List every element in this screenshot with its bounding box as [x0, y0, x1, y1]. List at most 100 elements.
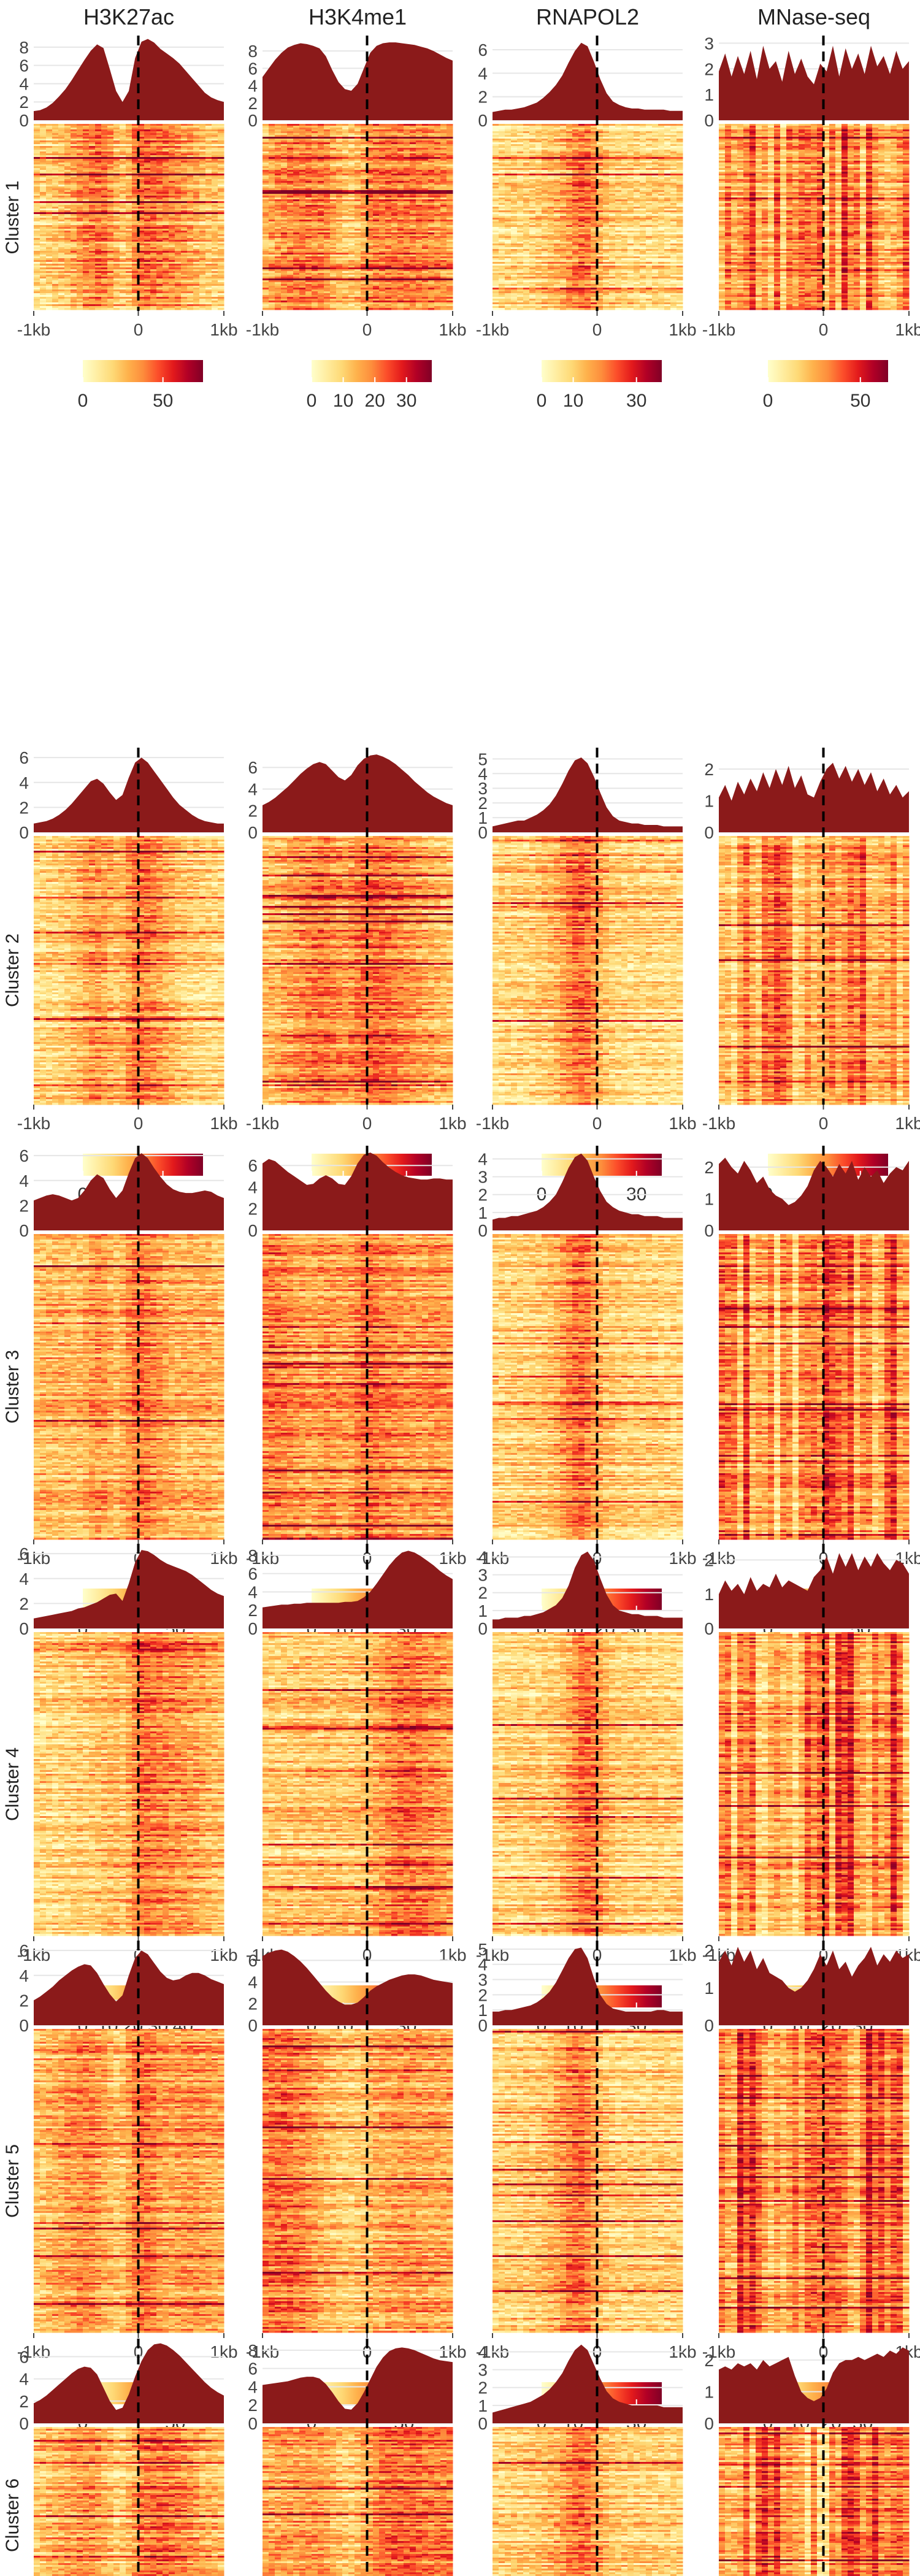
heatmap-cell	[169, 153, 175, 156]
heatmap-cell	[40, 140, 47, 143]
heatmap-cell	[187, 150, 194, 152]
heatmap-cell	[107, 131, 114, 134]
heatmap-cell	[205, 139, 212, 141]
heatmap-cell	[52, 157, 59, 159]
heatmap-cell	[34, 144, 40, 147]
heatmap-cell	[64, 135, 71, 137]
heatmap-cell	[193, 133, 200, 136]
heatmap-cell	[89, 146, 96, 148]
heatmap-cell	[163, 129, 169, 132]
heatmap-cell	[138, 159, 145, 161]
heatmap-cell	[187, 124, 194, 126]
heatmap-cell	[193, 139, 200, 141]
heatmap-cell	[163, 151, 169, 154]
heatmap-cell	[193, 124, 200, 126]
heatmap-cell	[169, 155, 175, 158]
heatmap-cell	[212, 139, 218, 141]
heatmap-cell	[89, 151, 96, 154]
heatmap-cell	[58, 142, 65, 145]
heatmap-cell	[83, 153, 90, 156]
heatmap-cell	[218, 129, 224, 132]
heatmap-cell	[34, 137, 40, 139]
heatmap-cell	[71, 150, 77, 152]
heatmap-cell	[120, 139, 126, 141]
heatmap-cell	[126, 128, 132, 130]
heatmap-cell	[205, 126, 212, 128]
column-header: RNAPOL2	[536, 4, 639, 29]
heatmap-cell	[89, 142, 96, 145]
heatmap-cell	[120, 131, 126, 134]
heatmap-cell	[113, 139, 120, 141]
heatmap-cell	[205, 124, 212, 126]
heatmap-cell	[212, 131, 218, 134]
heatmap-cell	[193, 146, 200, 148]
heatmap-cell	[120, 161, 126, 163]
heatmap-cell	[156, 153, 163, 156]
heatmap-cell	[34, 157, 40, 159]
heatmap-cell	[40, 131, 47, 134]
heatmap-cell	[101, 161, 108, 163]
heatmap-cell	[107, 126, 114, 128]
heatmap-cell	[107, 133, 114, 136]
heatmap-cell	[71, 137, 77, 139]
heatmap-cell	[113, 128, 120, 130]
heatmap-cell	[120, 124, 126, 126]
heatmap-cell	[150, 129, 157, 132]
heatmap-cell	[40, 126, 47, 128]
heatmap-cell	[193, 157, 200, 159]
heatmap-cell	[150, 139, 157, 141]
heatmap-cell	[212, 155, 218, 158]
heatmap-cell	[199, 146, 206, 148]
heatmap-cell	[52, 161, 59, 163]
heatmap-cell	[83, 148, 90, 150]
heatmap-cell	[113, 153, 120, 156]
heatmap-cell	[95, 159, 102, 161]
heatmap-cell	[101, 153, 108, 156]
heatmap-cell	[175, 153, 182, 156]
heatmap-cell	[156, 148, 163, 150]
heatmap-cell	[150, 133, 157, 136]
heatmap-cell	[71, 144, 77, 147]
heatmap-cell	[83, 142, 90, 145]
heatmap-cell	[40, 142, 47, 145]
heatmap-cell	[40, 129, 47, 132]
heatmap-cell	[113, 124, 120, 126]
heatmap-cell	[120, 144, 126, 147]
heatmap-cell	[64, 155, 71, 158]
heatmap-cell	[144, 146, 151, 148]
heatmap-cell	[113, 148, 120, 150]
heatmap-cell	[83, 137, 90, 139]
heatmap-cell	[101, 140, 108, 143]
heatmap-cell	[71, 131, 77, 134]
heatmap-cell	[163, 142, 169, 145]
heatmap-cell	[64, 157, 71, 159]
heatmap-cell	[187, 144, 194, 147]
heatmap-cell	[169, 126, 175, 128]
heatmap-cell	[71, 128, 77, 130]
heatmap-cell	[218, 155, 224, 158]
heatmap-cell	[77, 146, 83, 148]
heatmap-cell	[126, 126, 132, 128]
column-header: H3K27ac	[83, 4, 174, 29]
heatmap-cell	[218, 124, 224, 126]
heatmap-cell	[126, 144, 132, 147]
heatmap-cell	[169, 159, 175, 161]
heatmap-cell	[64, 139, 71, 141]
heatmap-cell	[64, 129, 71, 132]
heatmap-cell	[199, 142, 206, 145]
heatmap-cell	[120, 135, 126, 137]
heatmap-cell	[144, 137, 151, 139]
heatmap-cell	[187, 151, 194, 154]
heatmap-cell	[205, 128, 212, 130]
heatmap-cell	[218, 133, 224, 136]
heatmap-cell	[58, 144, 65, 147]
heatmap-cell	[34, 159, 40, 161]
heatmap-cell	[83, 144, 90, 147]
heatmap-cell	[64, 150, 71, 152]
heatmap-cell	[34, 155, 40, 158]
heatmap-cell	[58, 163, 65, 165]
heatmap-cell	[205, 137, 212, 139]
heatmap-cell	[126, 159, 132, 161]
heatmap-cell	[187, 137, 194, 139]
heatmap-cell	[144, 150, 151, 152]
